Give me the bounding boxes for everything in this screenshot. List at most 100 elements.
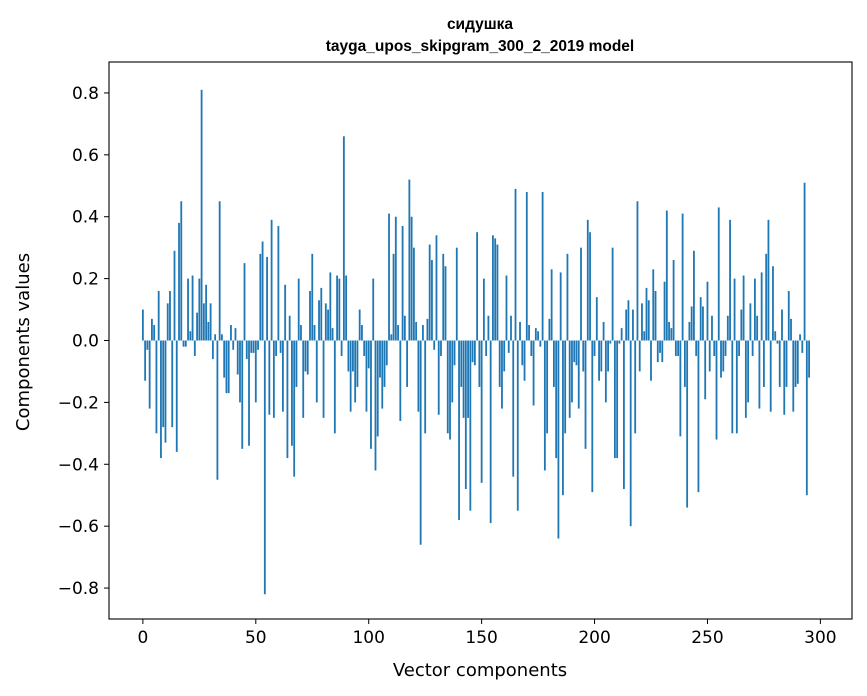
bar xyxy=(760,272,763,341)
bar xyxy=(665,210,668,341)
bar xyxy=(769,340,772,412)
bar xyxy=(482,278,485,341)
bar xyxy=(726,315,729,341)
bar xyxy=(295,340,298,387)
bar xyxy=(543,340,546,471)
bar xyxy=(281,340,284,412)
bar xyxy=(467,340,469,418)
bar xyxy=(507,340,510,353)
bar xyxy=(426,318,429,341)
bar xyxy=(392,253,395,341)
bar xyxy=(225,340,228,394)
y-tick-label: 0.2 xyxy=(72,270,99,290)
bar xyxy=(604,340,607,403)
bar xyxy=(205,284,208,341)
bar xyxy=(309,290,311,341)
y-tick-label: −0.8 xyxy=(58,579,99,599)
bar xyxy=(311,253,314,341)
bar xyxy=(293,340,296,477)
bar xyxy=(347,340,350,372)
bar xyxy=(790,318,792,341)
bar xyxy=(582,340,585,372)
bar xyxy=(774,331,777,341)
bar xyxy=(785,340,788,387)
bar xyxy=(397,325,399,341)
bar xyxy=(399,340,402,421)
bar xyxy=(412,247,415,341)
bar xyxy=(388,213,390,341)
bar xyxy=(731,340,734,434)
bar xyxy=(169,290,171,341)
bar xyxy=(516,340,519,511)
bar xyxy=(568,340,571,418)
bar xyxy=(458,340,460,520)
bar xyxy=(609,340,612,344)
bar xyxy=(403,315,406,341)
bar xyxy=(557,340,560,539)
bar xyxy=(236,340,239,375)
bar xyxy=(600,340,603,372)
bar xyxy=(478,340,481,387)
x-tick-label: 200 xyxy=(578,628,610,648)
bar xyxy=(763,340,765,387)
bar xyxy=(250,340,253,353)
x-axis-label: Vector components xyxy=(393,660,567,681)
bar xyxy=(464,340,467,490)
bar xyxy=(492,235,494,341)
bar xyxy=(173,250,176,341)
bar xyxy=(431,260,433,341)
bar xyxy=(711,315,713,341)
bar xyxy=(548,318,551,341)
bar xyxy=(178,222,180,341)
bar xyxy=(742,275,745,341)
x-tick-label: 0 xyxy=(137,628,148,648)
bar xyxy=(234,328,237,341)
bar xyxy=(751,340,754,356)
bar xyxy=(715,340,718,440)
bar xyxy=(501,340,503,409)
bar xyxy=(141,309,144,341)
bar xyxy=(668,321,670,341)
x-tick-label: 150 xyxy=(465,628,497,648)
bar xyxy=(306,340,309,375)
bar xyxy=(593,340,596,356)
bar xyxy=(406,340,409,387)
bar xyxy=(677,340,680,356)
bar xyxy=(428,244,431,341)
bar xyxy=(724,340,727,356)
bar xyxy=(446,340,449,434)
bar xyxy=(559,272,562,341)
y-tick-label: 0.6 xyxy=(72,146,99,166)
bar xyxy=(300,325,302,341)
bar xyxy=(272,340,275,418)
bar xyxy=(647,300,650,341)
bar xyxy=(702,306,704,341)
bar xyxy=(787,290,790,341)
x-tick-label: 300 xyxy=(804,628,836,648)
bar xyxy=(519,321,521,341)
bar xyxy=(586,219,589,341)
bar xyxy=(252,340,255,353)
bar xyxy=(562,340,564,496)
bar xyxy=(580,247,582,341)
bar xyxy=(697,340,700,493)
bar xyxy=(349,340,352,412)
bar xyxy=(656,340,659,363)
bar xyxy=(778,340,781,387)
bar xyxy=(652,269,655,341)
bar xyxy=(302,340,305,418)
bar xyxy=(144,340,147,381)
bar xyxy=(200,89,203,341)
bar xyxy=(401,226,404,341)
bar xyxy=(595,297,598,341)
bar xyxy=(729,219,731,341)
bar xyxy=(245,340,248,360)
bar xyxy=(674,340,677,356)
bar xyxy=(379,340,381,378)
x-tick-label: 250 xyxy=(691,628,723,648)
bar xyxy=(512,340,515,477)
x-tick-label: 50 xyxy=(245,628,267,648)
bar xyxy=(695,340,698,356)
bar xyxy=(634,340,637,434)
bar xyxy=(189,331,192,341)
